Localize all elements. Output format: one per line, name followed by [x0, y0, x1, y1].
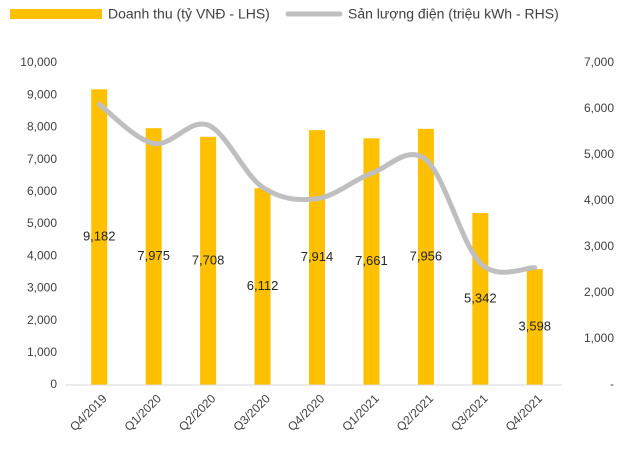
y2-tick-label: 3,000	[584, 239, 614, 253]
data-label: 7,975	[137, 248, 170, 263]
x-tick-label: Q4/2020	[285, 391, 328, 434]
y-tick-label: 8,000	[27, 120, 57, 134]
x-tick-label: Q4/2019	[67, 391, 110, 434]
x-tick-label: Q2/2020	[176, 391, 219, 434]
y2-tick-label: -	[610, 377, 614, 391]
y-tick-label: 5,000	[27, 216, 57, 230]
data-label: 7,956	[410, 248, 443, 263]
y2-tick-label: 4,000	[584, 193, 614, 207]
legend-label: Sản lượng điện (triệu kWh - RHS)	[348, 6, 559, 22]
y2-tick-label: 5,000	[584, 147, 614, 161]
y-tick-label: 2,000	[27, 313, 57, 327]
y-tick-label: 3,000	[27, 281, 57, 295]
y-tick-label: 4,000	[27, 248, 57, 262]
x-tick-label: Q4/2021	[503, 391, 546, 434]
data-label: 3,598	[519, 319, 552, 334]
bar	[145, 128, 162, 385]
data-label: 7,661	[355, 253, 388, 268]
x-tick-label: Q2/2021	[394, 391, 437, 434]
data-label: 7,914	[301, 249, 334, 264]
y2-tick-label: 7,000	[584, 55, 614, 69]
y-tick-label: 7,000	[27, 152, 57, 166]
x-tick-label: Q1/2021	[339, 391, 382, 434]
y-tick-label: 6,000	[27, 184, 57, 198]
y2-tick-label: 1,000	[584, 331, 614, 345]
legend-swatch	[10, 9, 102, 19]
y-tick-label: 1,000	[27, 345, 57, 359]
bar	[417, 128, 434, 385]
x-tick-label: Q3/2020	[230, 391, 273, 434]
bar	[254, 188, 271, 385]
data-label: 5,342	[464, 290, 497, 305]
y2-tick-label: 6,000	[584, 101, 614, 115]
bar	[309, 130, 325, 385]
y-tick-label: 10,000	[20, 55, 57, 69]
x-tick-label: Q1/2020	[122, 391, 165, 434]
bar	[91, 89, 108, 385]
legend-label: Doanh thu (tỷ VNĐ - LHS)	[108, 6, 270, 22]
bar	[363, 138, 380, 385]
line	[96, 101, 538, 275]
data-label: 6,112	[247, 278, 279, 293]
y-tick-label: 0	[50, 377, 57, 391]
y2-tick-label: 2,000	[584, 285, 614, 299]
bar	[200, 136, 217, 385]
x-tick-label: Q3/2021	[448, 391, 491, 434]
y-tick-label: 9,000	[27, 87, 57, 101]
data-label: 9,182	[83, 229, 116, 244]
bar	[526, 269, 543, 385]
data-label: 7,708	[192, 252, 225, 267]
